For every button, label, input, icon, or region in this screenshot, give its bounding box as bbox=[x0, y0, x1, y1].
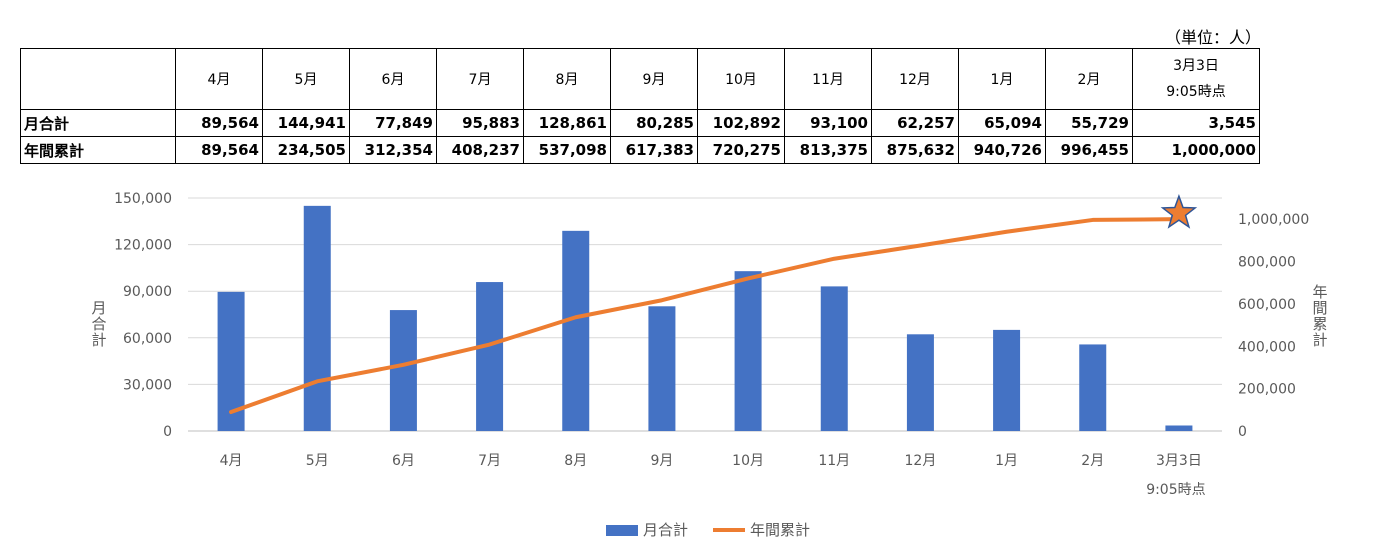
table-header-cell: 10月 bbox=[697, 48, 785, 110]
table-cell: 80,285 bbox=[610, 109, 698, 137]
y2-tick-label: 200,000 bbox=[1238, 382, 1296, 398]
table-cell: 144,941 bbox=[262, 109, 350, 137]
y-tick-label: 90,000 bbox=[123, 284, 172, 300]
y-tick-label: 30,000 bbox=[123, 377, 172, 393]
table-corner-cell bbox=[20, 48, 176, 110]
x-tick-label: 9月 bbox=[650, 453, 673, 469]
y-tick-label: 120,000 bbox=[114, 238, 172, 254]
legend-label-cumulative: 年間累計 bbox=[750, 521, 810, 539]
table-row-cumulative: 年間累計 89,564 234,505 312,354 408,237 537,… bbox=[20, 136, 1260, 164]
table-cell: 875,632 bbox=[871, 136, 959, 164]
table-header-label: 5月 bbox=[294, 72, 318, 88]
y2-axis-title: 累 bbox=[1312, 315, 1327, 333]
table-cell: 813,375 bbox=[784, 136, 872, 164]
bar-monthly bbox=[906, 334, 934, 431]
table-cell: 408,237 bbox=[436, 136, 524, 164]
table-cell: 312,354 bbox=[349, 136, 437, 164]
y2-axis-title: 計 bbox=[1312, 331, 1327, 349]
bar-monthly bbox=[303, 205, 331, 431]
bar-monthly bbox=[1165, 425, 1193, 431]
x-tick-label: 7月 bbox=[478, 453, 501, 469]
table-header-cell: 6月 bbox=[349, 48, 437, 110]
table-header-cell: 2月 bbox=[1045, 48, 1133, 110]
table-cell: 234,505 bbox=[262, 136, 350, 164]
table-header-label: 9月 bbox=[642, 72, 666, 88]
table-header-label: 11月 bbox=[812, 72, 844, 88]
y2-axis-title: 間 bbox=[1312, 299, 1327, 317]
y2-tick-label: 400,000 bbox=[1238, 339, 1296, 355]
table-header-label: 2月 bbox=[1077, 72, 1101, 88]
table-header-cell: 9月 bbox=[610, 48, 698, 110]
table-header-cell: 12月 bbox=[871, 48, 959, 110]
unit-note: （単位：人） bbox=[1165, 28, 1262, 47]
table-header-label: 8月 bbox=[555, 72, 579, 88]
row-label-cumulative: 年間累計 bbox=[20, 136, 176, 164]
y2-tick-label: 1,000,000 bbox=[1238, 212, 1309, 228]
x-tick-label: 11月 bbox=[818, 453, 850, 469]
row-label-monthly: 月合計 bbox=[20, 109, 176, 137]
y2-tick-label: 800,000 bbox=[1238, 255, 1296, 271]
bar-monthly bbox=[476, 282, 504, 431]
table-cell: 77,849 bbox=[349, 109, 437, 137]
y-tick-label: 60,000 bbox=[123, 331, 172, 347]
legend-label-monthly: 月合計 bbox=[643, 521, 688, 539]
line-cumulative bbox=[229, 217, 1181, 415]
table-header-cell: 11月 bbox=[784, 48, 872, 110]
x-tick-label: 8月 bbox=[564, 453, 587, 469]
table-header-label: 3月3日 bbox=[1173, 58, 1219, 74]
bar-monthly bbox=[562, 230, 590, 431]
data-table: 4月 5月 6月 7月 8月 9月 10月 11月 12月 1月 2月 3月3日… bbox=[20, 48, 1260, 164]
bar-monthly bbox=[734, 271, 762, 431]
table-header-label: 6月 bbox=[381, 72, 405, 88]
y-axis-title: 月 bbox=[91, 299, 106, 317]
bar-monthly bbox=[1079, 344, 1107, 431]
table-header-cell: 4月 bbox=[175, 48, 263, 110]
table-header-label: 7月 bbox=[468, 72, 492, 88]
x-tick-label: 10月 bbox=[732, 453, 764, 469]
bar-monthly bbox=[648, 306, 676, 431]
x-tick-label: 1月 bbox=[995, 453, 1018, 469]
legend-swatch-monthly bbox=[606, 525, 638, 536]
table-cell: 55,729 bbox=[1045, 109, 1133, 137]
y2-tick-label: 0 bbox=[1238, 424, 1247, 440]
y2-axis-title: 年 bbox=[1312, 283, 1327, 301]
table-header-label: 12月 bbox=[899, 72, 931, 88]
y2-tick-label: 600,000 bbox=[1238, 297, 1296, 313]
bar-monthly bbox=[820, 286, 848, 431]
x-tick-label: 4月 bbox=[220, 453, 243, 469]
x-tick-label: 9:05時点 bbox=[1146, 482, 1205, 498]
table-cell: 940,726 bbox=[958, 136, 1046, 164]
x-tick-label: 6月 bbox=[392, 453, 415, 469]
table-cell: 1,000,000 bbox=[1132, 136, 1260, 164]
y-axis-title: 合 bbox=[91, 315, 106, 333]
x-tick-label: 3月3日 bbox=[1156, 453, 1202, 469]
table-row-monthly: 月合計 89,564 144,941 77,849 95,883 128,861… bbox=[20, 109, 1260, 137]
table-cell: 128,861 bbox=[523, 109, 611, 137]
bar-monthly bbox=[389, 310, 417, 431]
table-cell: 93,100 bbox=[784, 109, 872, 137]
y-axis-title: 計 bbox=[91, 331, 106, 349]
table-cell: 617,383 bbox=[610, 136, 698, 164]
y-tick-label: 150,000 bbox=[114, 191, 172, 207]
star-marker-icon bbox=[1160, 193, 1198, 229]
table-header-cell: 1月 bbox=[958, 48, 1046, 110]
table-cell: 996,455 bbox=[1045, 136, 1133, 164]
table-header-label: 9:05時点 bbox=[1166, 84, 1226, 100]
table-cell: 89,564 bbox=[175, 136, 263, 164]
y-tick-label: 0 bbox=[163, 424, 172, 440]
bar-monthly bbox=[993, 329, 1021, 431]
table-header-row: 4月 5月 6月 7月 8月 9月 10月 11月 12月 1月 2月 3月3日… bbox=[20, 48, 1260, 110]
table-header-label: 10月 bbox=[725, 72, 757, 88]
x-tick-label: 2月 bbox=[1081, 453, 1104, 469]
table-header-label: 4月 bbox=[207, 72, 231, 88]
table-cell: 537,098 bbox=[523, 136, 611, 164]
table-cell: 89,564 bbox=[175, 109, 263, 137]
x-tick-label: 12月 bbox=[905, 453, 937, 469]
x-tick-label: 5月 bbox=[306, 453, 329, 469]
table-header-label: 1月 bbox=[990, 72, 1014, 88]
table-cell: 720,275 bbox=[697, 136, 785, 164]
table-header-cell: 3月3日 9:05時点 bbox=[1132, 48, 1260, 110]
